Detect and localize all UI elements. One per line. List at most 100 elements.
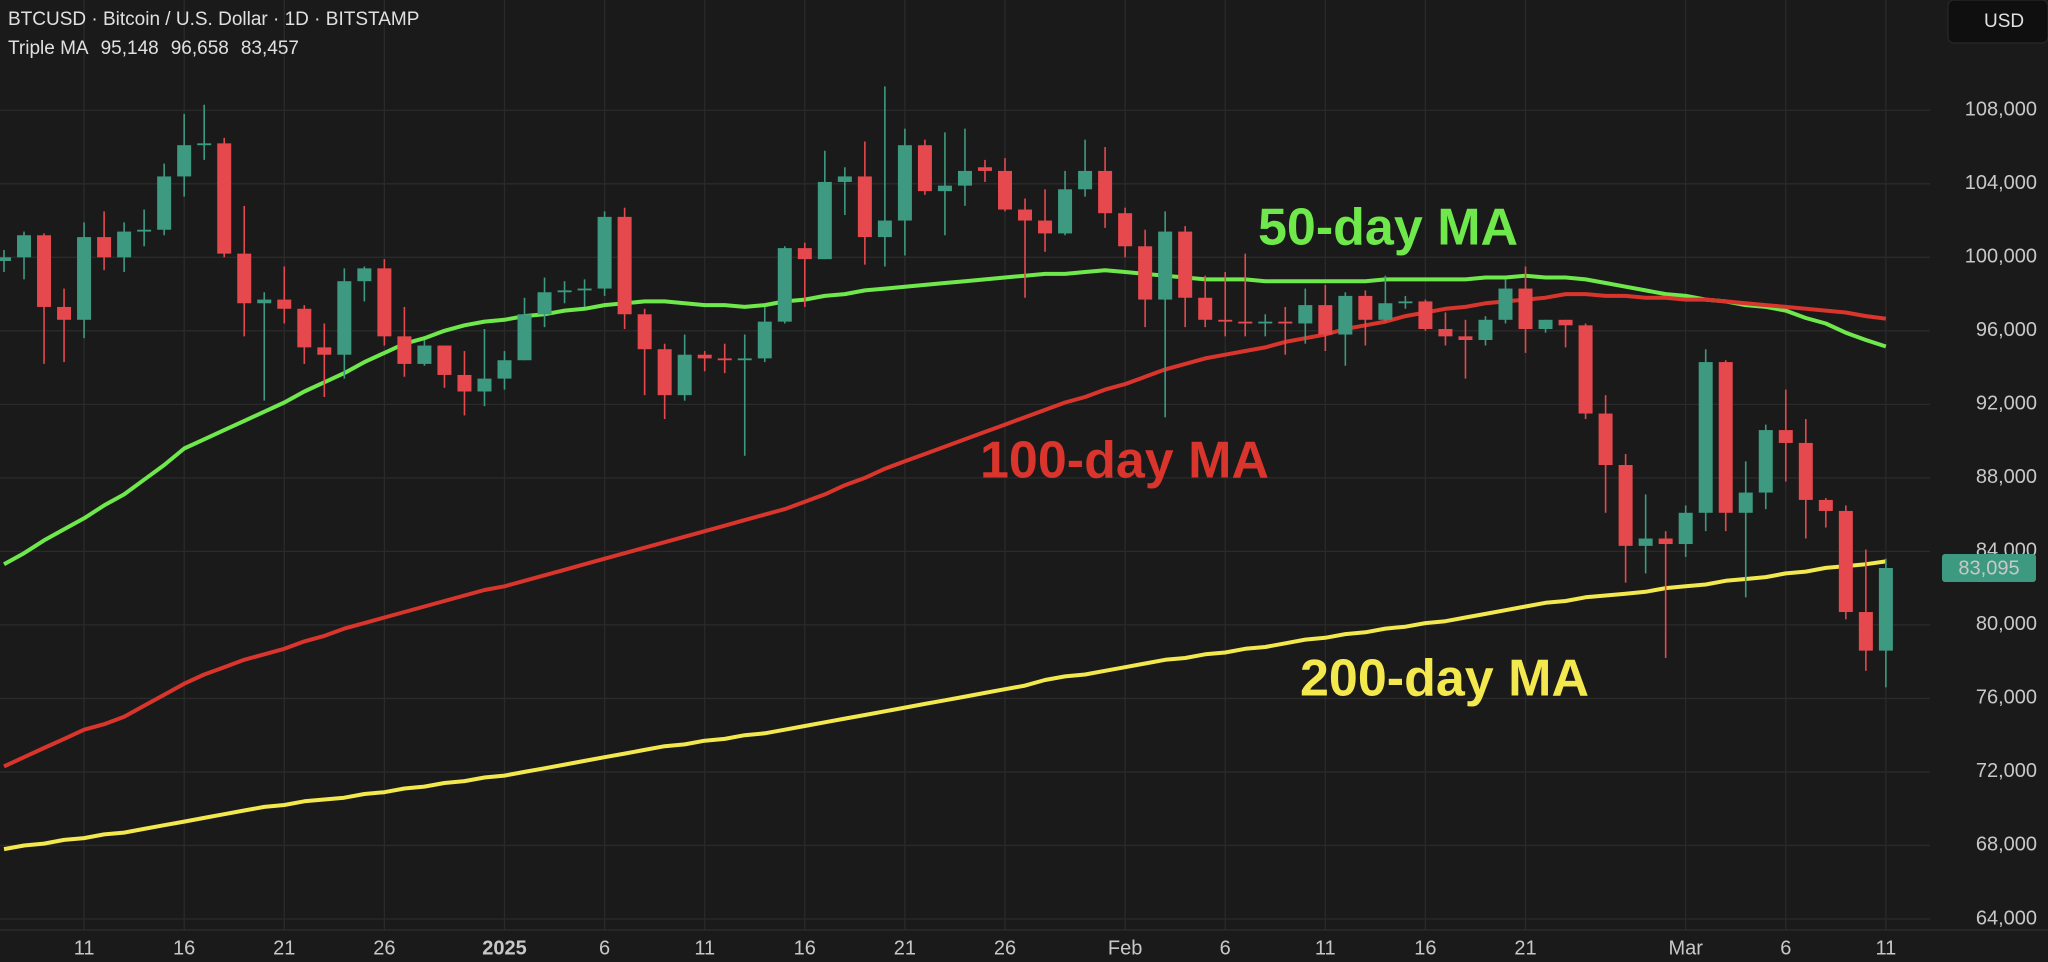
y-tick-label: 72,000 [1976,760,2037,782]
candle-body [457,374,472,392]
ma-line [3,292,1887,769]
labels: 64,00068,00072,00076,00080,00084,00088,0… [74,99,2037,960]
candle-body [1498,288,1513,320]
candle-body [1718,362,1733,513]
x-tick-label: 6 [1780,937,1791,959]
ma-line [3,559,1887,852]
candle-body [0,257,11,261]
candle-body [1138,246,1153,300]
x-tick-label: 16 [794,937,816,959]
x-tick-label: 16 [173,937,195,959]
candle-body [1218,319,1233,322]
candle-body [97,237,112,258]
candle-body [737,358,752,361]
x-tick-label: 11 [1875,937,1896,959]
candle-body [1578,325,1593,414]
legend-value: 83,457 [241,38,299,59]
candle-body [1338,295,1353,335]
x-tick-label: 11 [1315,937,1336,959]
x-tick-label: 6 [1220,937,1231,959]
ma-annotation: 200-day MA [1300,650,1589,708]
candle-body [417,345,432,364]
candle-body [517,314,532,361]
candle-body [897,145,912,221]
candle-body [1658,538,1673,545]
candle-body [777,248,792,322]
x-tick-label: 26 [994,937,1016,959]
x-tick-label: 21 [1514,937,1536,959]
legend-value: 96,658 [171,38,229,59]
x-tick-label: 11 [694,937,715,959]
symbol-title: BTCUSD · Bitcoin / U.S. Dollar · 1D · BI… [8,9,419,30]
y-tick-label: 100,000 [1965,246,2037,268]
candle-body [757,321,772,359]
y-tick-label: 108,000 [1965,99,2037,121]
candle-body [697,354,712,359]
candle-body [977,167,992,171]
candle-body [1098,170,1113,214]
candle-body [1298,305,1313,324]
candle-body [397,336,412,364]
candle-body [998,170,1012,210]
candle-body [957,170,972,186]
candle-body [57,306,72,320]
candle-body [1358,295,1373,320]
candle-body [1698,362,1713,513]
candle-body [1558,319,1573,326]
candle-body [657,349,672,396]
candle-body [1778,430,1793,443]
x-tick-label: Mar [1668,937,1703,959]
candle-body [1838,510,1853,613]
candle-body [357,268,372,282]
candle-body [337,281,352,355]
candle-body [577,288,592,291]
x-tick-label: 6 [599,937,610,959]
candle-body [597,216,612,289]
ma-annotation: 50-day MA [1258,199,1518,257]
candle-body [1678,512,1693,545]
candle-body [377,268,392,337]
candle-body [837,176,852,182]
y-tick-label: 64,000 [1976,907,2037,929]
candle-body [217,143,232,254]
y-tick-label: 68,000 [1976,834,2037,856]
candle-body [1878,568,1893,651]
indicator-name: Triple MA [8,38,89,59]
candle-body [937,185,952,192]
candle-body [1518,288,1533,329]
candle-body [77,237,92,320]
x-tick-label: 26 [373,937,395,959]
candles [0,86,1893,688]
currency-label: USD [1984,11,2024,32]
candle-body [37,235,52,307]
candle-body [1758,430,1773,493]
candle-body [277,299,292,309]
candle-body [297,308,312,348]
candle-body [1478,319,1493,341]
candle-body [1378,303,1393,320]
candle-body [557,290,572,293]
y-tick-label: 88,000 [1976,466,2037,488]
candle-body [197,143,212,146]
candle-body [1318,305,1333,335]
candle-body [1278,321,1293,324]
candle-body [437,345,452,375]
candle-body [817,181,832,260]
candle-body [1118,213,1133,247]
y-tick-label: 96,000 [1976,319,2037,341]
last-price-box [1942,554,2036,583]
x-tick-label: 11 [74,937,95,959]
x-tick-label: Feb [1108,937,1142,959]
candle-body [637,314,652,350]
x-tick-label: 16 [1414,937,1436,959]
currency-button[interactable] [1947,0,2048,44]
candle-body [1038,220,1053,234]
candle-body [1818,499,1833,511]
candle-body [1058,189,1073,234]
y-tick-label: 76,000 [1976,687,2037,709]
candle-body [1598,413,1613,465]
candle-body [1158,231,1173,300]
candle-body [497,360,512,379]
